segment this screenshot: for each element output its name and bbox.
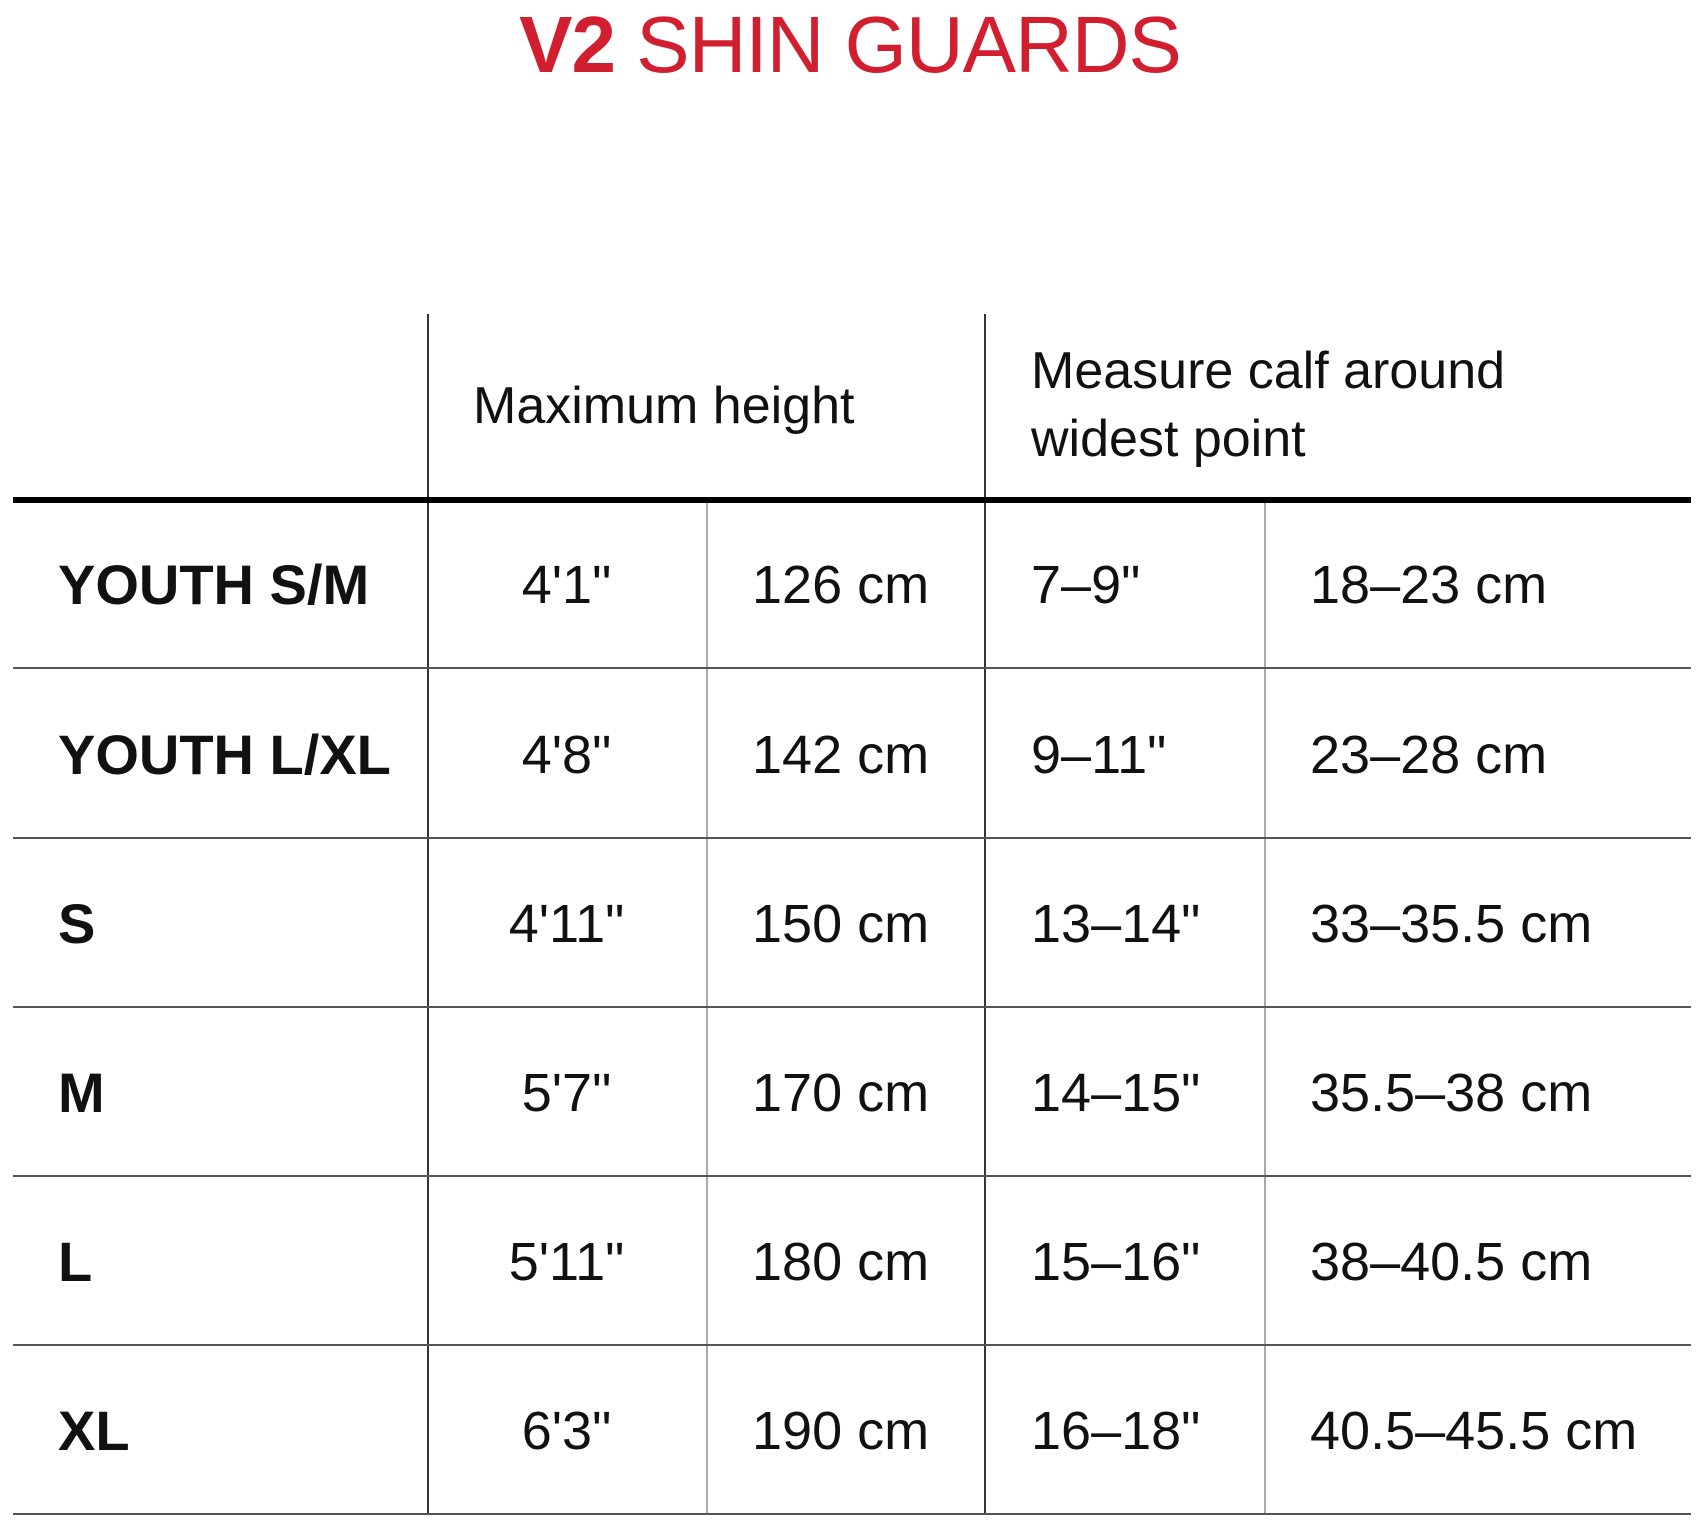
cell-calf-in: 9–11" bbox=[1031, 724, 1167, 785]
cell-size: S bbox=[58, 891, 96, 955]
divider bbox=[984, 314, 986, 1515]
header-max-height: Maximum height bbox=[473, 377, 855, 435]
row-divider bbox=[13, 667, 1691, 669]
cell-height-in: 5'11" bbox=[508, 1231, 625, 1292]
page-title: V2 SHIN GUARDS bbox=[0, 0, 1700, 90]
row-divider bbox=[13, 1344, 1691, 1346]
cell-calf-cm: 40.5–45.5 cm bbox=[1310, 1400, 1638, 1461]
header-calf-line1: Measure calf around bbox=[1031, 342, 1506, 400]
cell-calf-cm: 18–23 cm bbox=[1310, 554, 1548, 615]
row-divider bbox=[13, 1175, 1691, 1177]
cell-height-cm: 150 cm bbox=[752, 893, 930, 954]
cell-height-in: 4'11" bbox=[508, 893, 625, 954]
cell-height-cm: 170 cm bbox=[752, 1062, 930, 1123]
cell-calf-in: 15–16" bbox=[1031, 1231, 1201, 1292]
cell-size: YOUTH S/M bbox=[58, 552, 370, 616]
cell-height-in: 4'8" bbox=[521, 724, 612, 785]
cell-height-in: 6'3" bbox=[521, 1400, 612, 1461]
title-product: SHIN GUARDS bbox=[636, 0, 1182, 89]
cell-calf-cm: 35.5–38 cm bbox=[1310, 1062, 1593, 1123]
header-calf: Measure calf around widest point bbox=[1031, 337, 1505, 473]
cell-height-in: 4'1" bbox=[521, 554, 612, 615]
cell-size: XL bbox=[58, 1398, 130, 1462]
cell-calf-in: 14–15" bbox=[1031, 1062, 1201, 1123]
row-divider bbox=[13, 837, 1691, 839]
cell-calf-cm: 38–40.5 cm bbox=[1310, 1231, 1593, 1292]
title-model: V2 bbox=[519, 0, 616, 89]
divider bbox=[427, 314, 429, 1515]
cell-height-cm: 190 cm bbox=[752, 1400, 930, 1461]
row-divider bbox=[13, 1513, 1691, 1515]
cell-height-cm: 142 cm bbox=[752, 724, 930, 785]
cell-calf-cm: 33–35.5 cm bbox=[1310, 893, 1593, 954]
cell-calf-cm: 23–28 cm bbox=[1310, 724, 1548, 785]
cell-calf-in: 7–9" bbox=[1031, 554, 1141, 615]
cell-size: L bbox=[58, 1229, 93, 1293]
header-divider bbox=[13, 497, 1691, 503]
cell-size: M bbox=[58, 1060, 105, 1124]
cell-height-cm: 126 cm bbox=[752, 554, 930, 615]
cell-calf-in: 16–18" bbox=[1031, 1400, 1201, 1461]
row-divider bbox=[13, 1006, 1691, 1008]
cell-calf-in: 13–14" bbox=[1031, 893, 1201, 954]
cell-height-in: 5'7" bbox=[521, 1062, 612, 1123]
cell-size: YOUTH L/XL bbox=[58, 722, 391, 786]
header-calf-line2: widest point bbox=[1031, 410, 1306, 468]
cell-height-cm: 180 cm bbox=[752, 1231, 930, 1292]
